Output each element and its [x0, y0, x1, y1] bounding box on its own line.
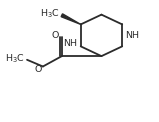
Text: NH: NH: [63, 39, 77, 48]
Polygon shape: [61, 14, 81, 24]
Text: H$_3$C: H$_3$C: [40, 8, 59, 20]
Text: O: O: [51, 31, 59, 41]
Text: H$_3$C: H$_3$C: [5, 53, 25, 65]
Text: O: O: [34, 65, 42, 74]
Text: NH: NH: [125, 31, 139, 40]
